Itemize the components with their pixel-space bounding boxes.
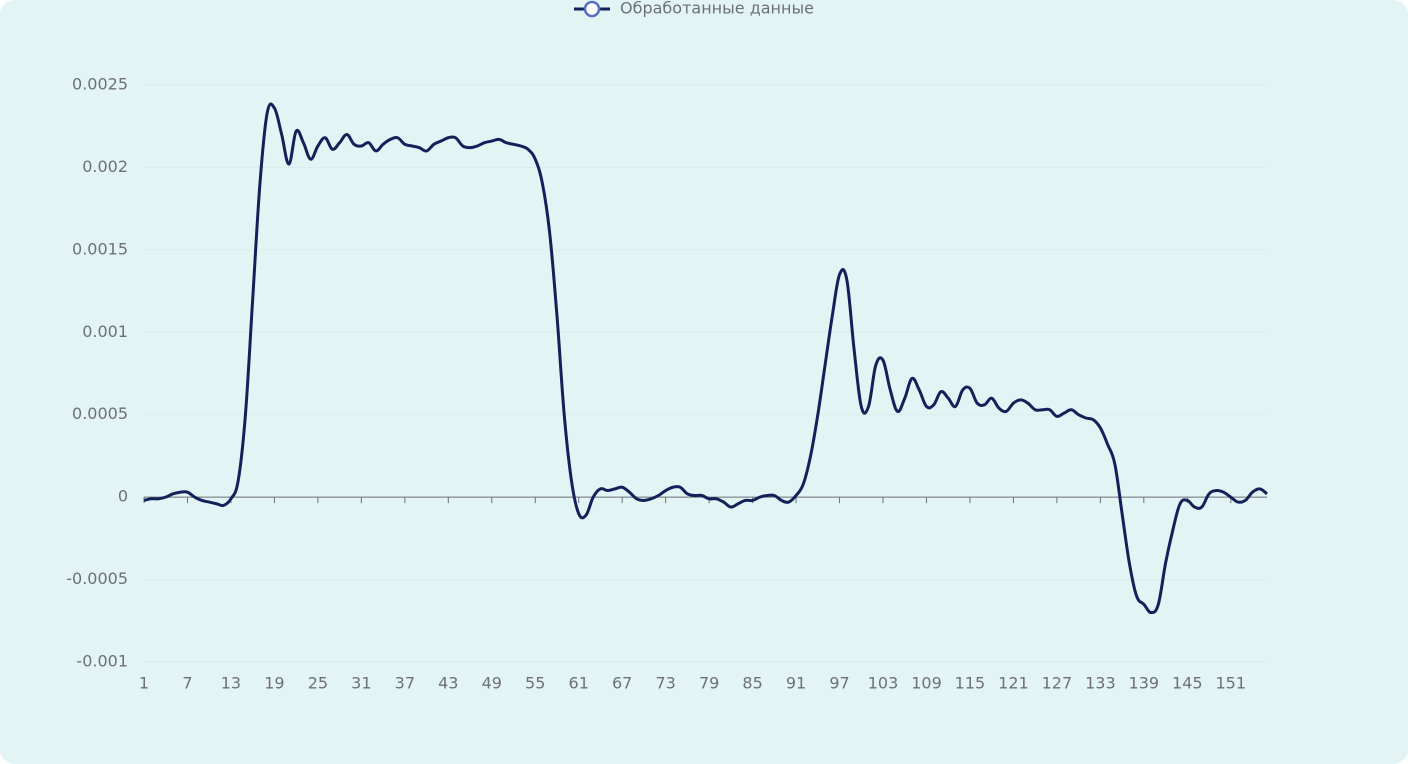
y-tick-label: 0.0015 xyxy=(72,239,128,258)
legend-marker xyxy=(583,0,601,18)
x-tick-label: 1 xyxy=(139,674,149,693)
x-tick-label: 121 xyxy=(998,674,1029,693)
y-tick-label: -0.001 xyxy=(76,652,128,671)
x-tick-label: 55 xyxy=(525,674,545,693)
x-tick-label: 91 xyxy=(786,674,806,693)
x-tick-label: 49 xyxy=(482,674,502,693)
series-line xyxy=(143,102,1268,615)
x-tick-label: 85 xyxy=(742,674,762,693)
y-tick-label: 0.0025 xyxy=(72,75,128,94)
x-tick-label: 139 xyxy=(1129,674,1160,693)
x-tick-label: 43 xyxy=(438,674,458,693)
x-tick-label: 115 xyxy=(955,674,986,693)
x-tick-label: 19 xyxy=(264,674,284,693)
x-tick-label: 127 xyxy=(1042,674,1073,693)
x-tick-label: 61 xyxy=(569,674,589,693)
x-tick-label: 25 xyxy=(308,674,328,693)
x-tick-label: 37 xyxy=(395,674,415,693)
x-tick-label: 151 xyxy=(1216,674,1247,693)
y-tick-label: 0 xyxy=(118,487,128,506)
x-tick-label: 79 xyxy=(699,674,719,693)
y-tick-label: 0.001 xyxy=(82,322,128,341)
x-tick-label: 67 xyxy=(612,674,632,693)
y-tick-label: 0.0005 xyxy=(72,404,128,423)
x-tick-label: 7 xyxy=(182,674,192,693)
x-tick-label: 109 xyxy=(911,674,942,693)
x-tick-label: 31 xyxy=(351,674,371,693)
y-tick-label: -0.0005 xyxy=(66,569,128,588)
x-tick-label: 13 xyxy=(221,674,241,693)
x-tick-label: 73 xyxy=(655,674,675,693)
y-tick-label: 0.002 xyxy=(82,157,128,176)
legend-label: Обработанные данные xyxy=(620,0,814,18)
x-tick-label: 145 xyxy=(1172,674,1203,693)
x-tick-label: 97 xyxy=(829,674,849,693)
x-tick-label: 103 xyxy=(868,674,899,693)
x-tick-label: 133 xyxy=(1085,674,1116,693)
